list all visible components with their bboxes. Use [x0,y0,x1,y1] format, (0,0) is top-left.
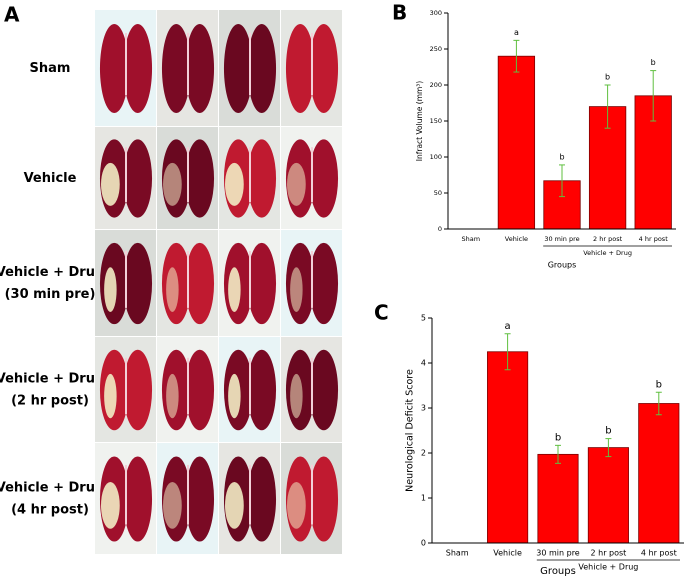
brain-slice [185,24,215,113]
brain-slice [309,242,339,325]
y-tick-label: 250 [430,45,442,53]
x-tick-label: 30 min pre [544,235,579,243]
y-tick-label: 300 [430,9,442,17]
bar [638,403,680,544]
brain-slice [123,242,153,325]
significance-letter: b [656,379,662,390]
x-tick-label: 30 min pre [536,549,580,558]
y-tick-label: 0 [438,225,442,233]
row-label: Vehicle + Drug [0,481,104,496]
brain-slice [185,456,215,542]
significance-letter: b [605,426,611,437]
y-tick-label: 2 [421,449,426,458]
brain-slice [161,24,191,113]
y-tick-label: 0 [421,539,426,548]
row-label: (2 hr post) [11,394,89,409]
significance-letter: b [559,152,564,161]
brain-slice [123,349,153,431]
lesion [228,373,241,419]
brain-slice [309,349,339,431]
bar [537,453,579,544]
lesion [166,267,179,312]
brain-slice [247,139,277,218]
x-tick-label: Sham [462,235,481,243]
brain-slice [247,24,277,113]
row-label: Vehicle + Drug [0,265,104,280]
x-tick-label: 2 hr post [593,235,623,243]
x-axis-label: Groups [540,566,576,577]
y-tick-label: 100 [430,153,442,161]
row-label: (4 hr post) [11,503,89,518]
y-tick-label: 5 [421,314,426,323]
y-tick-label: 3 [421,404,426,413]
significance-letter: a [505,321,511,332]
x-tick-label: 4 hr post [639,235,669,243]
lesion [287,162,306,206]
bar [497,55,536,230]
brain-slice [123,24,153,113]
lesion [225,481,244,529]
y-tick-label: 1 [421,494,426,503]
lesion [287,481,306,529]
brain-slice [247,349,277,431]
lesion [101,162,120,206]
brain-slice [123,139,153,218]
panel-label: C [374,301,389,325]
lesion [163,481,182,529]
significance-letter: b [651,58,656,67]
brain-slice [185,242,215,325]
lesion [290,267,303,312]
lesion [225,162,244,206]
brain-slice [309,456,339,542]
brain-slice [223,24,253,113]
group-label: Vehicle + Drug [578,563,638,572]
brain-slice [309,139,339,218]
brain-slice [285,24,315,113]
bar [487,351,529,544]
y-tick-label: 50 [434,189,442,197]
row-label: Vehicle + Drug [0,372,104,387]
panel-label: A [4,3,20,27]
row-label: Sham [30,61,71,76]
lesion [166,373,179,419]
y-axis-label: Infract Volume (mm³) [415,81,424,162]
lesion [163,162,182,206]
y-tick-label: 200 [430,81,442,89]
lesion [104,373,117,419]
lesion [228,267,241,312]
x-tick-label: Sham [446,549,469,558]
x-tick-label: 2 hr post [590,549,626,558]
row-label: (30 min pre) [5,287,96,302]
brain-slice [185,349,215,431]
significance-letter: b [555,432,561,443]
brain-slice [247,456,277,542]
row-label: Vehicle [24,171,77,186]
brain-slice [185,139,215,218]
brain-slice [247,242,277,325]
significance-letter: b [605,73,610,82]
x-tick-label: 4 hr post [641,549,677,558]
x-axis-label: Groups [548,261,577,270]
lesion [290,373,303,419]
significance-letter: a [514,28,519,37]
y-tick-label: 4 [421,359,426,368]
bar [587,447,629,544]
panel-label: B [392,1,407,25]
group-label: Vehicle + Drug [583,249,632,257]
brain-slice [123,456,153,542]
x-tick-label: Vehicle [493,549,522,558]
lesion [101,481,120,529]
brain-slice [99,24,129,113]
x-tick-label: Vehicle [505,235,528,243]
y-tick-label: 150 [430,117,442,125]
y-axis-label: Neurological Deficit Score [405,369,416,492]
brain-slice [309,24,339,113]
lesion [104,267,117,312]
